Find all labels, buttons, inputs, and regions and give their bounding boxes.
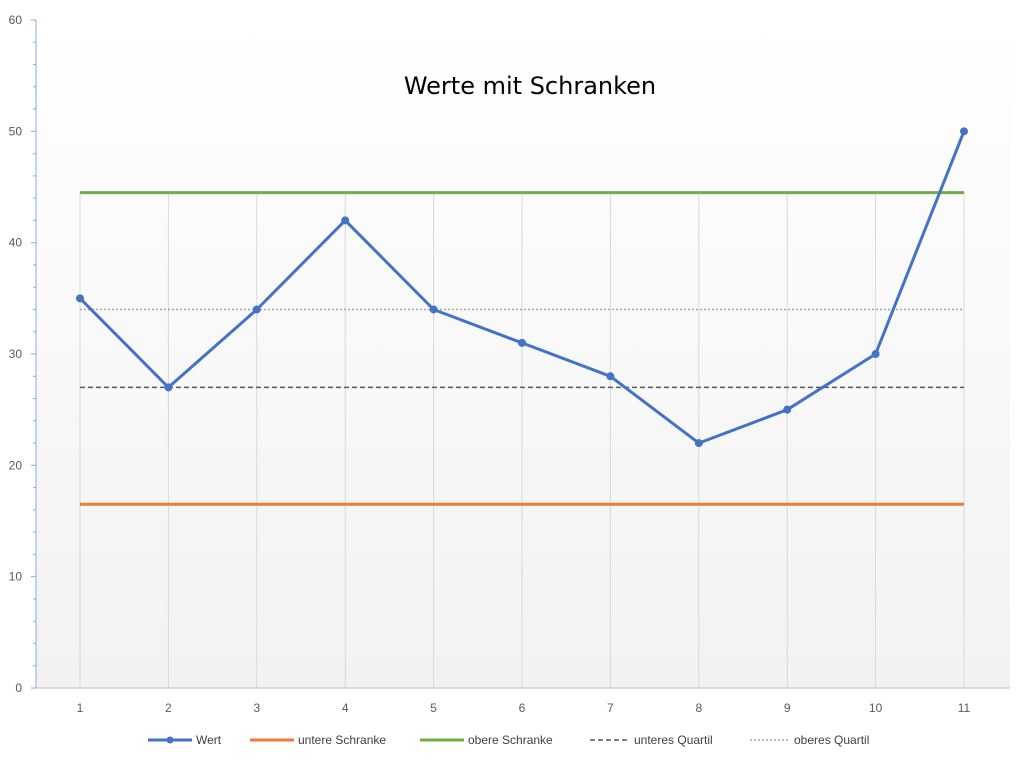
data-point-wert <box>429 305 438 314</box>
legend-label-obere-schranke: obere Schranke <box>468 733 553 747</box>
legend-label-wert: Wert <box>196 733 222 747</box>
data-point-wert <box>871 350 880 358</box>
axes: 1 2 3 4 5 6 7 8 9 10 11 0 10 20 30 40 50 60 <box>9 13 1010 715</box>
data-point-wert <box>76 294 84 303</box>
data-point-wert <box>694 439 703 448</box>
legend: Wert untere Schranke obere Schranke unteres… <box>148 733 869 747</box>
x-tick-label: 3 <box>253 701 260 715</box>
legend-label-untere-schranke: untere Schranke <box>298 733 386 747</box>
x-tick-label: 7 <box>607 701 614 715</box>
legend-label-unteres-quartil: unteres Quartil <box>634 733 713 747</box>
data-point-wert <box>606 372 615 381</box>
x-tick-label: 6 <box>519 701 526 715</box>
x-tick-label: 8 <box>695 701 702 715</box>
x-tick-label: 9 <box>784 701 791 715</box>
chart-title: Werte mit Schranken <box>404 72 656 100</box>
y-tick-label: 50 <box>9 124 23 138</box>
y-tick-label: 60 <box>9 13 23 27</box>
legend-marker-wert <box>166 736 174 744</box>
y-tick-label: 20 <box>9 458 23 472</box>
y-tick-label: 0 <box>15 681 22 695</box>
y-tick-label: 10 <box>9 570 23 584</box>
x-tick-label: 10 <box>869 701 883 715</box>
gridlines <box>79 192 965 688</box>
x-tick-label: 1 <box>77 701 84 715</box>
x-tick-label: 11 <box>958 701 971 715</box>
plot-background <box>36 20 1010 688</box>
data-point-wert <box>164 383 173 392</box>
x-tick-label: 2 <box>165 701 172 715</box>
y-tick-label: 40 <box>9 236 23 250</box>
y-tick-label: 30 <box>9 347 23 361</box>
legend-label-oberes-quartil: oberes Quartil <box>794 733 869 747</box>
x-tick-label: 5 <box>430 701 437 715</box>
series-lines <box>76 127 968 506</box>
data-point-wert <box>518 338 526 347</box>
data-point-wert <box>960 127 968 136</box>
data-point-wert <box>341 216 350 225</box>
data-point-wert <box>252 305 261 314</box>
data-point-wert <box>783 405 792 414</box>
x-tick-label: 4 <box>342 701 349 715</box>
